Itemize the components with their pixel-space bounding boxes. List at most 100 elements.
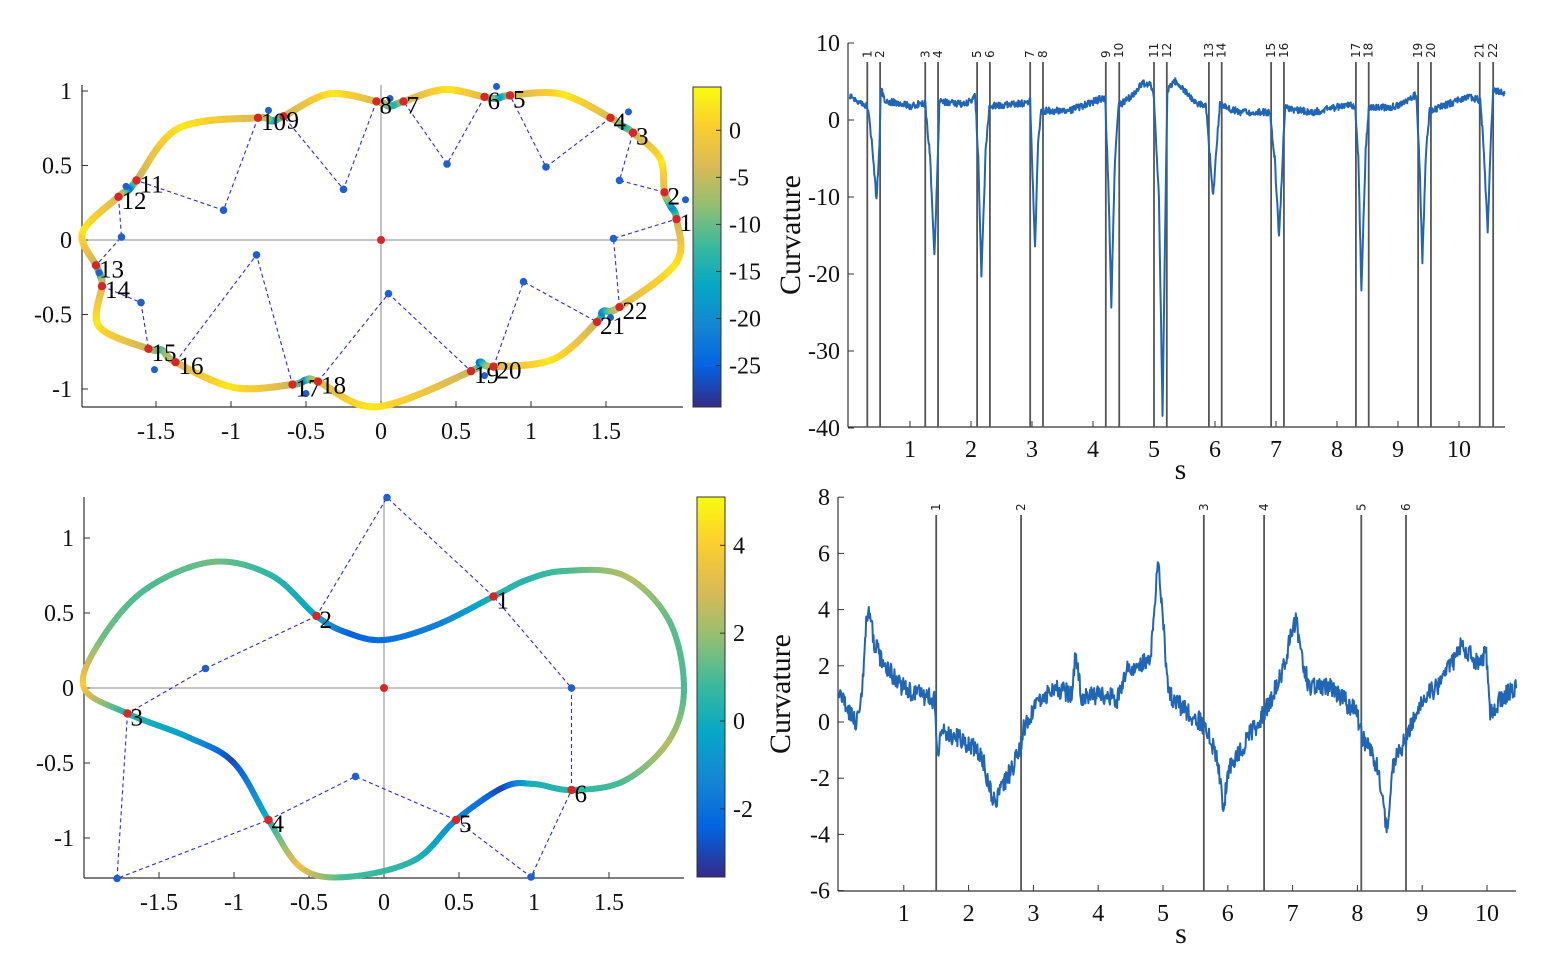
marker-label: 4	[931, 50, 945, 58]
x-tick-label: -1.5	[137, 419, 175, 445]
marker-label: 19	[1411, 43, 1425, 58]
anchor-point	[480, 92, 489, 102]
y-tick-label: -40	[808, 416, 840, 442]
anchor-point-label: 20	[497, 358, 522, 385]
anchor-point	[615, 302, 624, 312]
marker-label: 20	[1424, 43, 1438, 58]
control-polygon-link	[116, 713, 269, 880]
control-point	[117, 233, 126, 241]
colorbar	[692, 86, 722, 408]
anchor-point-label: 3	[636, 124, 649, 151]
x-tick-label: 2	[963, 901, 975, 927]
control-polygon-link	[127, 615, 317, 714]
control-polygon-link	[492, 280, 598, 367]
y-tick-label: 1	[62, 526, 74, 552]
x-tick-label: 5	[1157, 901, 1169, 927]
marker-label: 3	[918, 50, 932, 58]
x-tick-label: 5	[1148, 437, 1160, 463]
y-tick-label: 6	[818, 541, 830, 567]
contour-curve	[79, 558, 687, 881]
y-tick-label: -4	[810, 822, 830, 848]
control-point	[607, 313, 614, 321]
control-point	[95, 269, 103, 277]
marker-label: 16	[1277, 43, 1291, 58]
marker-label: 4	[1257, 503, 1271, 511]
anchor-point-label: 9	[287, 107, 300, 134]
center-point	[380, 684, 388, 692]
anchor-point-label: 4	[272, 811, 285, 838]
x-tick-label: 0.5	[444, 890, 474, 916]
anchor-point	[451, 815, 461, 825]
marker-label: 3	[1197, 503, 1211, 511]
control-point	[609, 234, 618, 243]
marker-label: 14	[1215, 43, 1229, 58]
anchor-point	[660, 188, 669, 197]
control-polygon-link	[95, 196, 123, 266]
control-point	[527, 873, 535, 881]
marker-label: 9	[1099, 50, 1113, 58]
control-point	[625, 108, 632, 116]
anchor-point-label: 6	[488, 88, 501, 115]
anchor-point-label: 10	[261, 109, 286, 136]
x-tick-label: -1	[221, 419, 241, 445]
y-tick-label: -2	[810, 766, 830, 792]
y-tick-label: 0	[60, 228, 72, 254]
marker-label: 1	[860, 50, 874, 58]
marker-label: 8	[1036, 50, 1050, 58]
anchor-point-label: 13	[99, 256, 124, 283]
anchor-point-label: 8	[380, 92, 393, 119]
y-tick-label: -0.5	[36, 751, 74, 777]
anchor-point	[399, 97, 408, 106]
marker-label: 13	[1202, 43, 1216, 58]
anchor-point-label: 4	[614, 109, 627, 136]
x-tick-label: 10	[1475, 901, 1499, 927]
colorbar-tick-label: -10	[729, 212, 761, 238]
anchor-point	[114, 192, 123, 201]
center-point	[377, 236, 385, 244]
x-tick-label: 7	[1270, 437, 1282, 463]
control-polygon-link	[317, 292, 472, 382]
anchor-point-label: 1	[680, 210, 693, 237]
x-tick-label: 10	[1447, 437, 1471, 463]
control-point	[339, 185, 348, 194]
control-point	[265, 106, 272, 114]
control-point	[201, 664, 210, 673]
anchor-point	[264, 815, 273, 825]
anchor-point	[672, 214, 681, 224]
x-tick-label: 0	[378, 890, 390, 916]
curvature-plot-bottom: 1 2 3 4 5 6 7 8 9 10 8 6 4 2 0 -2 -4 -6 s Curvature 1 2 3 4 5 6	[764, 485, 1518, 950]
anchor-point	[489, 592, 498, 601]
anchor-point	[123, 709, 132, 718]
curvature-series-line	[848, 77, 1506, 417]
anchor-point-label: 3	[131, 705, 144, 732]
x-tick-label: 1.5	[591, 419, 621, 445]
x-axis-label: s	[1175, 453, 1187, 486]
control-point	[443, 160, 451, 168]
x-tick-label: 4	[1087, 437, 1099, 463]
control-point	[682, 196, 689, 204]
control-polygon-link	[509, 95, 611, 168]
control-point	[219, 206, 228, 214]
marker-label: 21	[1473, 43, 1487, 58]
anchor-point	[91, 261, 101, 270]
anchor-point	[372, 97, 381, 106]
y-tick-label: -0.5	[34, 303, 72, 329]
control-point	[386, 94, 394, 102]
anchor-point	[567, 785, 576, 795]
marker-label: 18	[1362, 43, 1376, 58]
control-point	[481, 372, 488, 380]
marker-label: 11	[1147, 43, 1161, 58]
marker-label: 15	[1264, 43, 1278, 58]
anchor-point	[97, 281, 107, 291]
anchor-point-label: 2	[668, 183, 681, 210]
marker-label: 5	[1354, 503, 1368, 511]
marker-label: 7	[1023, 50, 1037, 58]
x-tick-label: 9	[1392, 437, 1404, 463]
control-point	[252, 251, 261, 259]
x-tick-label: 1	[525, 419, 537, 445]
colorbar-tick-label: 4	[733, 533, 745, 559]
y-tick-label: 0.5	[44, 601, 74, 627]
control-point	[519, 277, 528, 286]
